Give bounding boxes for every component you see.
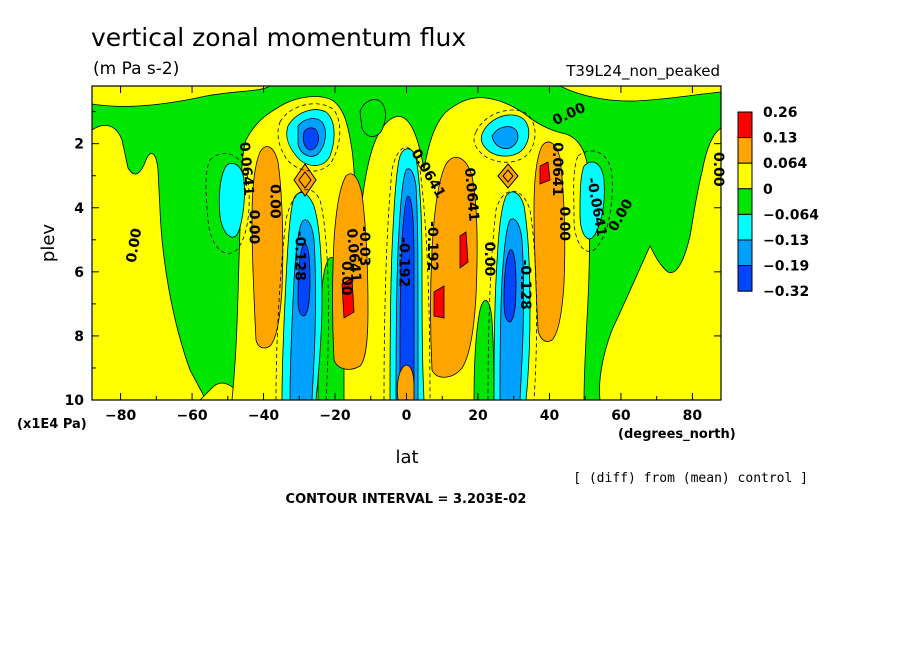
legend-swatch [737, 213, 753, 241]
dashed-contour-2 [573, 150, 613, 252]
band-red-nh-3 [539, 161, 551, 185]
feature-diamond-nh [497, 163, 519, 189]
legend-label: 0.26 [763, 105, 798, 121]
dashed-contour-7 [473, 109, 536, 163]
band-orange-sh-ridge [251, 146, 284, 349]
y-tick-label: 10 [65, 393, 85, 409]
contour-label: 0.0641 [549, 142, 565, 196]
run-label: T39L24_non_peaked [565, 62, 720, 81]
band-red-nh-2 [459, 231, 469, 269]
contour-label: -0.192 [395, 237, 411, 287]
y-tick-label: 2 [74, 137, 84, 153]
contour-label: 0.0641 [343, 228, 364, 283]
y-axis-unit: (x1E4 Pa) [17, 417, 87, 432]
contour-label: -0.192 [424, 221, 440, 271]
contour-field [92, 86, 721, 400]
x-tick-label: −40 [248, 408, 279, 424]
dashed-contour-3 [275, 189, 329, 400]
contour-label: 0.00 [124, 227, 146, 264]
legend-swatch [737, 137, 753, 164]
band-orange-nh-ridge [533, 141, 566, 342]
band-yellow-top-right [559, 86, 721, 102]
legend-swatch [737, 111, 753, 139]
contour-label: -0.128 [517, 260, 533, 310]
band-darkblue-top-sh [302, 127, 319, 151]
legend-swatch [737, 188, 753, 215]
legend-label: 0.13 [763, 131, 798, 147]
feature-diamond-nh-inner [502, 169, 514, 183]
band-orange-sh-mid [332, 173, 369, 370]
y-tick-label: 4 [74, 201, 84, 217]
legend-swatch [737, 239, 753, 267]
band-blue-top-nh [491, 126, 519, 149]
contour-label: 0.00 [481, 242, 497, 277]
band-green-gap-3 [359, 99, 386, 137]
y-axis-label: plev [38, 224, 59, 263]
contour-label: -0.03 [356, 226, 372, 266]
x-tick-label: 0 [402, 408, 412, 424]
feature-diamond-sh-inner [298, 171, 312, 189]
legend-swatch [737, 265, 753, 292]
band-darkblue-nh [503, 249, 517, 323]
negative-contours [205, 103, 613, 400]
contour-label: 0.00 [338, 261, 354, 296]
x-axis: −80 −60 −40 −20 0 20 40 60 80 [105, 86, 702, 424]
band-red-nh-1 [433, 285, 445, 319]
legend-label: 0 [763, 182, 773, 198]
legend-label: −0.13 [763, 233, 809, 249]
dashed-contour-1 [205, 153, 250, 254]
contour-label: 0.00 [245, 210, 261, 245]
feature-diamond-sh [293, 163, 317, 197]
y-axis: 2 4 6 8 10 [65, 111, 721, 409]
x-tick-label: −80 [105, 408, 136, 424]
x-tick-label: 80 [683, 408, 703, 424]
band-yellow-nh-polar [599, 127, 721, 400]
chart-subtitle: (m Pa s-2) [93, 59, 179, 79]
x-axis-label: lat [395, 447, 418, 468]
x-tick-label: 20 [468, 408, 488, 424]
band-yellow-sh-polar [92, 125, 207, 400]
legend-label: −0.32 [763, 284, 809, 300]
comparison-note: [ (diff) from (mean) control ] [573, 471, 808, 486]
contour-interval: CONTOUR INTERVAL = 3.203E-02 [286, 492, 527, 507]
legend-label: −0.19 [763, 259, 809, 275]
chart-title: vertical zonal momentum flux [91, 23, 466, 52]
legend-label: −0.064 [763, 207, 819, 223]
contour-label: 0.0641 [461, 167, 482, 222]
legend-swatch [737, 162, 753, 190]
x-tick-label: −20 [319, 408, 350, 424]
x-tick-label: −60 [176, 408, 207, 424]
x-tick-label: 40 [540, 408, 560, 424]
band-darkblue-sh [297, 243, 311, 317]
contour-label: 0.00 [556, 207, 572, 242]
contour-label: 0.00 [710, 152, 726, 187]
x-tick-label: 60 [611, 408, 631, 424]
band-red-sh [341, 277, 355, 319]
y-tick-label: 8 [74, 329, 84, 345]
band-orange-sh-bottom [396, 364, 415, 400]
contour-label: -0.128 [292, 231, 308, 281]
band-yellow-top [92, 86, 271, 107]
legend-label: 0.064 [763, 156, 808, 172]
band-cyan-nh-outer [579, 161, 605, 240]
band-cyan-sh-outer [218, 163, 245, 238]
contour-label: 0.00 [267, 184, 283, 219]
color-legend: 0.26 0.13 0.064 0 −0.064 −0.13 −0.19 −0.32 [737, 105, 819, 300]
band-orange-nh-mid [430, 156, 478, 378]
contour-label: 0.0641 [236, 141, 257, 196]
y-tick-label: 6 [74, 265, 84, 281]
x-axis-unit: (degrees_north) [618, 427, 736, 442]
